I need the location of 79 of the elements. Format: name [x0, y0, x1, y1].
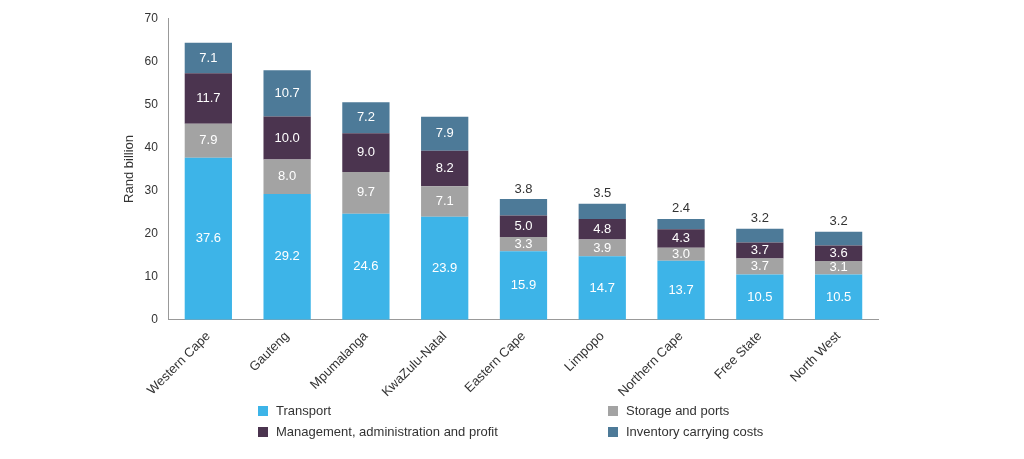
- bar: [342, 213, 390, 320]
- data-label: 8.0: [278, 168, 297, 184]
- data-label: 3.6: [829, 244, 848, 260]
- data-label: 8.2: [435, 160, 454, 176]
- legend-label: Inventory carrying costs: [626, 424, 764, 439]
- data-label: 4.8: [593, 220, 612, 236]
- bar: [499, 199, 548, 216]
- data-label: 7.1: [435, 193, 454, 209]
- y-tick-label: 60: [144, 53, 159, 68]
- data-label: 9.7: [356, 184, 375, 200]
- data-label: 37.6: [195, 230, 221, 246]
- data-label: 3.2: [750, 210, 769, 226]
- bar: [421, 116, 469, 151]
- data-label: 5.0: [514, 217, 533, 233]
- data-label: 3.1: [829, 259, 848, 275]
- bar: [657, 260, 705, 320]
- bar: [184, 123, 232, 158]
- bar: [657, 218, 705, 230]
- data-label: 23.9: [432, 259, 458, 275]
- data-label: 3.7: [750, 242, 769, 258]
- data-label: 3.5: [593, 185, 612, 201]
- data-label: 29.2: [274, 248, 300, 264]
- y-tick-label: 40: [144, 139, 159, 154]
- bar: [814, 231, 863, 246]
- y-tick-label: 50: [144, 96, 159, 111]
- bar: [499, 251, 548, 320]
- bar: [736, 228, 784, 243]
- y-tick-label: 70: [144, 10, 159, 25]
- data-label: 24.6: [353, 258, 379, 274]
- data-label: 7.1: [199, 49, 218, 65]
- legend-label: Transport: [276, 403, 332, 418]
- data-label: 13.7: [668, 281, 694, 297]
- data-label: 7.2: [356, 109, 375, 125]
- bar: [421, 150, 469, 187]
- data-label: 3.7: [750, 258, 769, 274]
- bar: [421, 186, 469, 217]
- data-label: 10.5: [747, 288, 773, 304]
- data-label: 10.0: [274, 129, 300, 145]
- y-tick-label: 10: [144, 268, 159, 283]
- bar: [263, 159, 311, 194]
- bar: [736, 242, 784, 259]
- data-label: 7.9: [435, 125, 454, 141]
- bar: [184, 42, 232, 74]
- data-label: 4.3: [672, 230, 691, 246]
- bar: [263, 116, 311, 160]
- bar: [736, 274, 784, 320]
- bar: [184, 157, 232, 320]
- bar: [184, 73, 232, 124]
- bar: [578, 218, 626, 240]
- data-label: 3.8: [514, 180, 533, 196]
- bar: [342, 171, 390, 214]
- data-label: 3.9: [593, 239, 612, 255]
- bar: [814, 274, 863, 320]
- bar: [342, 133, 390, 172]
- bar: [342, 102, 390, 134]
- bar: [499, 215, 548, 237]
- legend-label: Management, administration and profit: [276, 424, 498, 439]
- y-tick-label: 20: [144, 225, 159, 240]
- bar: [263, 70, 311, 117]
- bar: [578, 256, 626, 320]
- y-tick-label: 0: [151, 311, 159, 326]
- data-label: 11.7: [196, 90, 221, 106]
- bar: [657, 229, 705, 248]
- legend-label: Storage and ports: [626, 403, 730, 418]
- data-label: 3.2: [829, 213, 848, 229]
- data-label: 10.5: [825, 288, 852, 304]
- data-label: 15.9: [510, 277, 537, 293]
- data-label: 2.4: [672, 200, 691, 216]
- bar: [421, 216, 469, 320]
- y-axis-title: Rand billion: [121, 134, 137, 203]
- data-label: 14.7: [589, 279, 615, 295]
- bar: [578, 203, 626, 219]
- y-tick-label: 30: [144, 182, 159, 197]
- data-label: 7.9: [199, 132, 218, 148]
- bar: [263, 193, 311, 320]
- data-label: 10.7: [274, 84, 300, 100]
- data-label: 3.0: [672, 245, 691, 261]
- data-label: 3.3: [514, 235, 533, 251]
- data-label: 9.0: [356, 144, 375, 160]
